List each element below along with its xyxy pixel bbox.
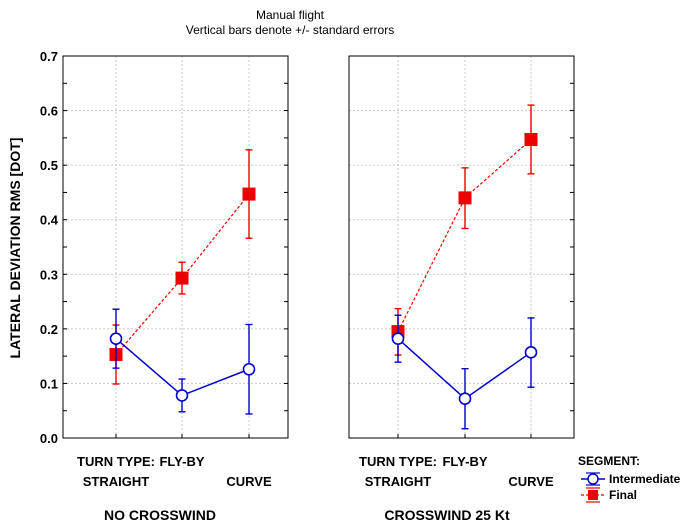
x-tick-label: CURVE (508, 474, 554, 489)
legend: SEGMENT: Intermediate Final (578, 454, 681, 503)
legend-marker (587, 473, 599, 485)
data-point (242, 362, 256, 376)
x-tick-label: STRAIGHT (83, 474, 150, 489)
y-tick-label: 0.4 (40, 213, 59, 228)
x-tick-label: STRAIGHT (365, 474, 432, 489)
y-axis-label: LATERAL DEVIATION RMS [DOT] (7, 138, 23, 359)
legend-marker (588, 490, 598, 500)
y-tick-label: 0.7 (40, 49, 58, 64)
data-point (391, 332, 405, 345)
x-tick-label: FLY-BY (442, 454, 487, 469)
data-point (175, 271, 189, 285)
legend-label: Final (609, 488, 637, 502)
series-final (391, 104, 538, 356)
data-point (242, 187, 256, 201)
legend-label: Intermediate (609, 472, 681, 486)
x-axis-title: TURN TYPE: (359, 454, 437, 469)
y-tick-label: 0.5 (40, 158, 58, 173)
series-intermediate (109, 308, 256, 415)
chart-subtitle: Vertical bars denote +/- standard errors (186, 23, 394, 37)
data-point (524, 346, 538, 359)
plot-frame (62, 55, 289, 439)
panels-layer: 0.0 0.1 0.2 0.3 0.4 0.5 0.6 0.7 TURN TYPE: STRAIG… (40, 49, 575, 523)
y-tick-label: 0.2 (40, 322, 58, 337)
y-tick-label: 0.3 (40, 267, 58, 282)
data-point (109, 332, 123, 345)
chart-title: Manual flight (256, 8, 325, 22)
y-tick-label: 0.0 (40, 431, 58, 446)
panel-1: 0.0 0.1 0.2 0.3 0.4 0.5 0.6 0.7 TURN TYPE: STRAIG… (40, 49, 289, 523)
legend-item-intermediate: Intermediate (581, 472, 681, 486)
x-tick-label: CURVE (226, 474, 272, 489)
data-point (458, 191, 472, 205)
data-point (458, 392, 472, 406)
series-intermediate (391, 314, 538, 430)
y-tick-label: 0.1 (40, 376, 58, 391)
panel-label: NO CROSSWIND (104, 507, 216, 523)
data-point (524, 132, 538, 146)
panel-2: TURN TYPE: STRAIGHT FLY-BY CURVE CROSSWIND 2… (348, 55, 575, 523)
legend-item-final: Final (581, 487, 637, 503)
x-tick-label: FLY-BY (159, 454, 204, 469)
panel-label: CROSSWIND 25 Kt (384, 507, 510, 523)
data-point (175, 389, 189, 402)
plot-frame (348, 55, 575, 439)
legend-title: SEGMENT: (578, 454, 640, 468)
y-tick-label: 0.6 (40, 104, 58, 119)
x-axis-title: TURN TYPE: (77, 454, 155, 469)
